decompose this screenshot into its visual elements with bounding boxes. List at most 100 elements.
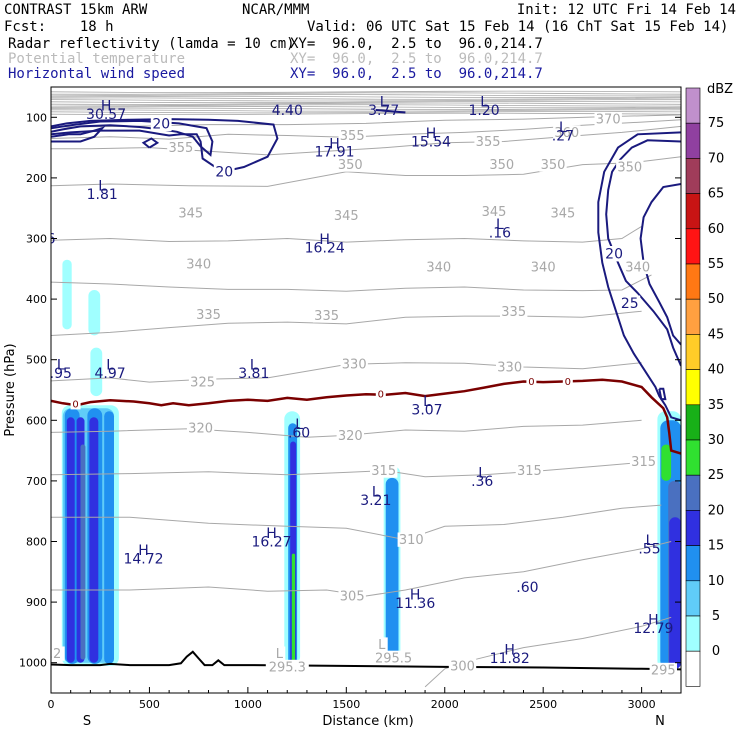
colorbar-swatch	[685, 650, 701, 687]
isentrope-label-bg	[425, 259, 453, 275]
isentrope-label: 350	[338, 158, 363, 173]
isentrope-label-bg	[515, 463, 544, 478]
radar-cell	[385, 477, 399, 665]
y-tick-label: 800	[26, 536, 47, 549]
isentrope-label: 325	[190, 376, 215, 391]
x-tick-label: 3000	[628, 698, 656, 711]
field-1-name: Radar reflectivity (lamda = 10 cm)	[8, 36, 295, 52]
extremum-value: .60	[516, 580, 538, 596]
isentrope-label-bg	[188, 375, 217, 390]
extremum-value: .36	[471, 474, 493, 490]
field-1-coords: XY= 96.0, 2.5 to 96.0,214.7	[290, 36, 543, 52]
isentrope-label: 350	[617, 161, 642, 176]
isentrope-label-bg	[312, 308, 341, 323]
north-label: N	[655, 714, 665, 729]
y-tick-label: 300	[26, 233, 47, 246]
extremum-letter: L	[57, 357, 65, 373]
extremum-letter: H	[266, 526, 277, 542]
isentrope-label-bg	[448, 658, 477, 673]
isotach-label-bg	[150, 115, 172, 132]
isentrope-label: 295.5	[375, 651, 412, 666]
isentrope-label: 340	[186, 258, 211, 273]
extremum-value: 12.79	[633, 621, 673, 637]
x-tick-label: 1000	[234, 698, 262, 711]
isentrope-label: 340	[426, 261, 451, 276]
isentrope-label-bg	[539, 157, 567, 172]
colorbar-level-label: 20	[708, 503, 725, 518]
field-3-coords: XY= 96.0, 2.5 to 96.0,214.7	[290, 66, 543, 82]
isentrope-label: 315	[517, 464, 542, 479]
axes: 0 500 1000 1500 2000 2500 30001002003004005006…	[19, 111, 681, 711]
south-label: S	[83, 714, 91, 729]
extremum-letter: H	[329, 136, 340, 152]
isentrope-label: 310	[399, 533, 424, 548]
isentrope-label-bg	[186, 421, 215, 436]
radar-cell	[62, 259, 72, 330]
colorbar-level-label: 10	[708, 574, 725, 589]
stratospheric-isentrope	[51, 109, 681, 112]
x-axis-label: Distance (km)	[322, 714, 413, 729]
isentrope-label-bg	[649, 662, 677, 678]
y-tick-label: 900	[26, 596, 47, 609]
stratospheric-isentrope	[51, 102, 681, 105]
colorbar-level-label: 50	[708, 292, 725, 307]
colorbar-swatch	[685, 122, 701, 159]
isentrope-label-bg	[488, 157, 516, 172]
radar-cell	[291, 553, 296, 665]
extremum-letter: H	[426, 126, 437, 142]
extremum-letter: L	[480, 94, 488, 110]
wind-isotach	[51, 119, 214, 157]
isentrope-label: 345	[482, 205, 507, 220]
field-2-coords: XY= 96.0, 2.5 to 96.0,214.7	[290, 51, 543, 67]
isotach-label: 20	[215, 165, 233, 181]
radar-cell	[80, 444, 86, 660]
colorbar-level-label: 5	[712, 609, 720, 624]
colorbar-level-label: 0	[712, 644, 720, 659]
extremum-letter: L	[372, 485, 380, 501]
extremum-letter: L	[98, 179, 106, 195]
isentrope-label-bg	[51, 646, 65, 661]
isentrope-line	[51, 225, 642, 243]
extremum-value: 30.57	[86, 107, 126, 123]
radar-cell	[88, 290, 101, 336]
colorbar-swatch	[685, 510, 701, 546]
extremum-letter: H	[648, 613, 659, 629]
y-tick-label: 400	[26, 293, 47, 306]
colorbar-swatch	[685, 87, 701, 124]
isentrope-label: 350	[541, 158, 566, 173]
radar-reflectivity-shading	[61, 259, 681, 669]
radar-cell	[90, 347, 103, 397]
isotach-label: 20	[605, 247, 623, 263]
stratospheric-isentrope	[51, 95, 681, 99]
isentrope-label: 315	[631, 455, 656, 470]
colorbar-swatch	[685, 158, 701, 194]
stratospheric-isentrope	[51, 105, 681, 109]
extremum-letter: L	[496, 217, 504, 233]
isentrope-label-bg	[340, 356, 368, 372]
extremum-letter: H	[101, 99, 112, 115]
isotach-label-bg	[213, 164, 235, 180]
isentrope-label: 335	[314, 309, 339, 324]
isentrope-label-bg	[194, 307, 223, 322]
center-name: NCAR/MMM	[242, 2, 310, 18]
isentrope-label-bg	[265, 659, 309, 675]
isentrope-line	[51, 119, 681, 140]
isentrope-label: 350	[489, 158, 514, 173]
isentrope-label: 340	[625, 261, 650, 276]
stratospheric-isentrope	[51, 99, 681, 102]
extremum-value: 17.91	[314, 145, 354, 161]
freezing-level-label: 0	[378, 390, 384, 401]
extremum-value: 3.21	[360, 493, 391, 509]
x-tick-label: 0	[48, 698, 55, 711]
x-tick-label: 1500	[332, 698, 360, 711]
y-tick-label: 1000	[19, 657, 47, 670]
contour-labels: 370 360 355 355 355 350 350 350 350 345 345 345 345 3…	[47, 94, 677, 679]
extremum-value: 6	[47, 231, 56, 247]
colorbar-level-label: 15	[708, 539, 725, 554]
isentrope-label: 335	[501, 305, 526, 320]
extremum-letter: L	[559, 120, 567, 136]
wind-isotach	[51, 126, 106, 143]
isentrope-label: 355	[340, 129, 365, 144]
isentrope-label: 330	[497, 361, 522, 376]
